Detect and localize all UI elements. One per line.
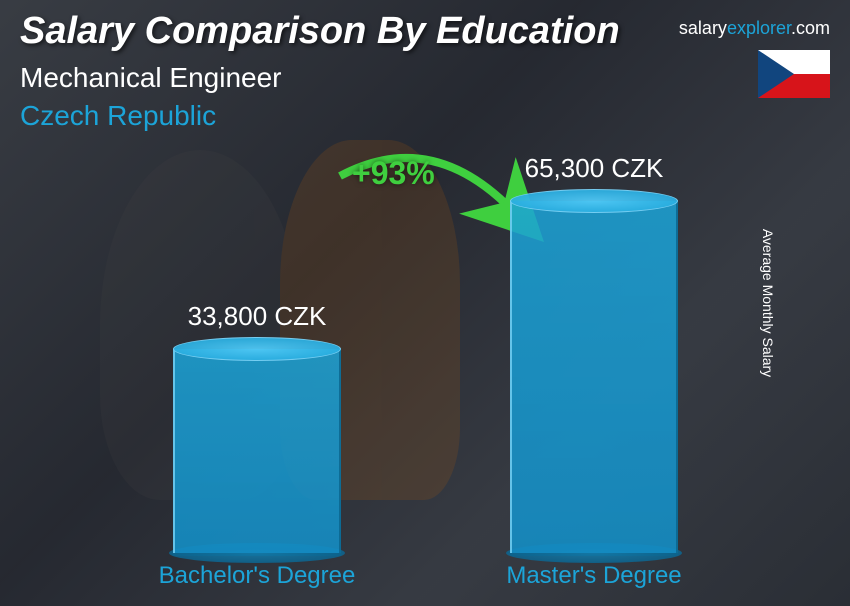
bar-value-label: 33,800 CZK [188,301,327,332]
bar-category-label: Master's Degree [506,562,681,590]
bar-bachelors: 33,800 CZK [173,349,341,556]
bar-body [510,201,678,553]
chart-area: 33,800 CZK 65,300 CZK [0,170,810,556]
bar-top-ellipse [510,189,678,213]
content-layer: Salary Comparison By Education Mechanica… [0,0,850,606]
bar-body [173,349,341,553]
bar-value-label: 65,300 CZK [525,153,664,184]
bar-top-ellipse [173,337,341,361]
bar-masters: 65,300 CZK [510,201,678,556]
bar-category-label: Bachelor's Degree [159,562,356,590]
